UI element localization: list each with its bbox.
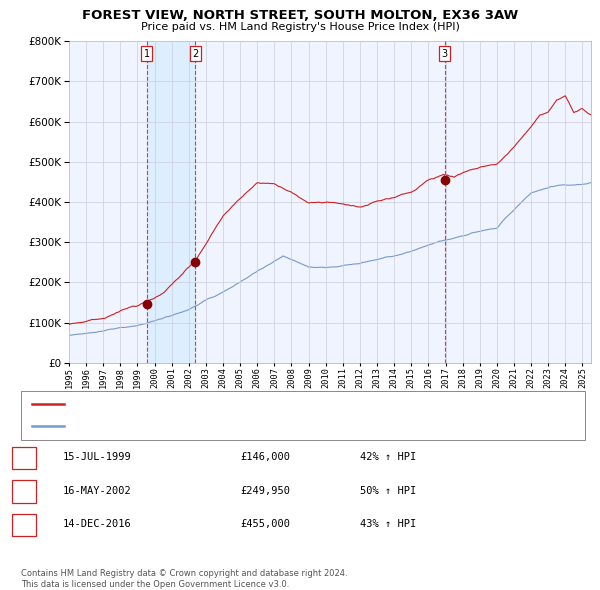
- Text: £146,000: £146,000: [240, 452, 290, 462]
- Text: 42% ↑ HPI: 42% ↑ HPI: [360, 452, 416, 462]
- Text: HPI: Average price, detached house, North Devon: HPI: Average price, detached house, Nort…: [71, 422, 307, 431]
- Text: 14-DEC-2016: 14-DEC-2016: [63, 519, 132, 529]
- Text: 2: 2: [21, 486, 27, 496]
- Text: 16-MAY-2002: 16-MAY-2002: [63, 486, 132, 496]
- Text: 15-JUL-1999: 15-JUL-1999: [63, 452, 132, 462]
- Text: 3: 3: [442, 48, 448, 58]
- Text: 1: 1: [21, 452, 27, 462]
- Bar: [147, 41, 195, 363]
- Text: FOREST VIEW, NORTH STREET, SOUTH MOLTON, EX36 3AW (detached house): FOREST VIEW, NORTH STREET, SOUTH MOLTON,…: [71, 399, 437, 408]
- Text: 3: 3: [21, 519, 27, 529]
- Text: 1: 1: [143, 48, 150, 58]
- Text: Price paid vs. HM Land Registry's House Price Index (HPI): Price paid vs. HM Land Registry's House …: [140, 22, 460, 32]
- Text: 43% ↑ HPI: 43% ↑ HPI: [360, 519, 416, 529]
- Text: Contains HM Land Registry data © Crown copyright and database right 2024.
This d: Contains HM Land Registry data © Crown c…: [21, 569, 347, 589]
- Text: £455,000: £455,000: [240, 519, 290, 529]
- Text: 2: 2: [192, 48, 198, 58]
- Text: 50% ↑ HPI: 50% ↑ HPI: [360, 486, 416, 496]
- Text: FOREST VIEW, NORTH STREET, SOUTH MOLTON, EX36 3AW: FOREST VIEW, NORTH STREET, SOUTH MOLTON,…: [82, 9, 518, 22]
- Text: £249,950: £249,950: [240, 486, 290, 496]
